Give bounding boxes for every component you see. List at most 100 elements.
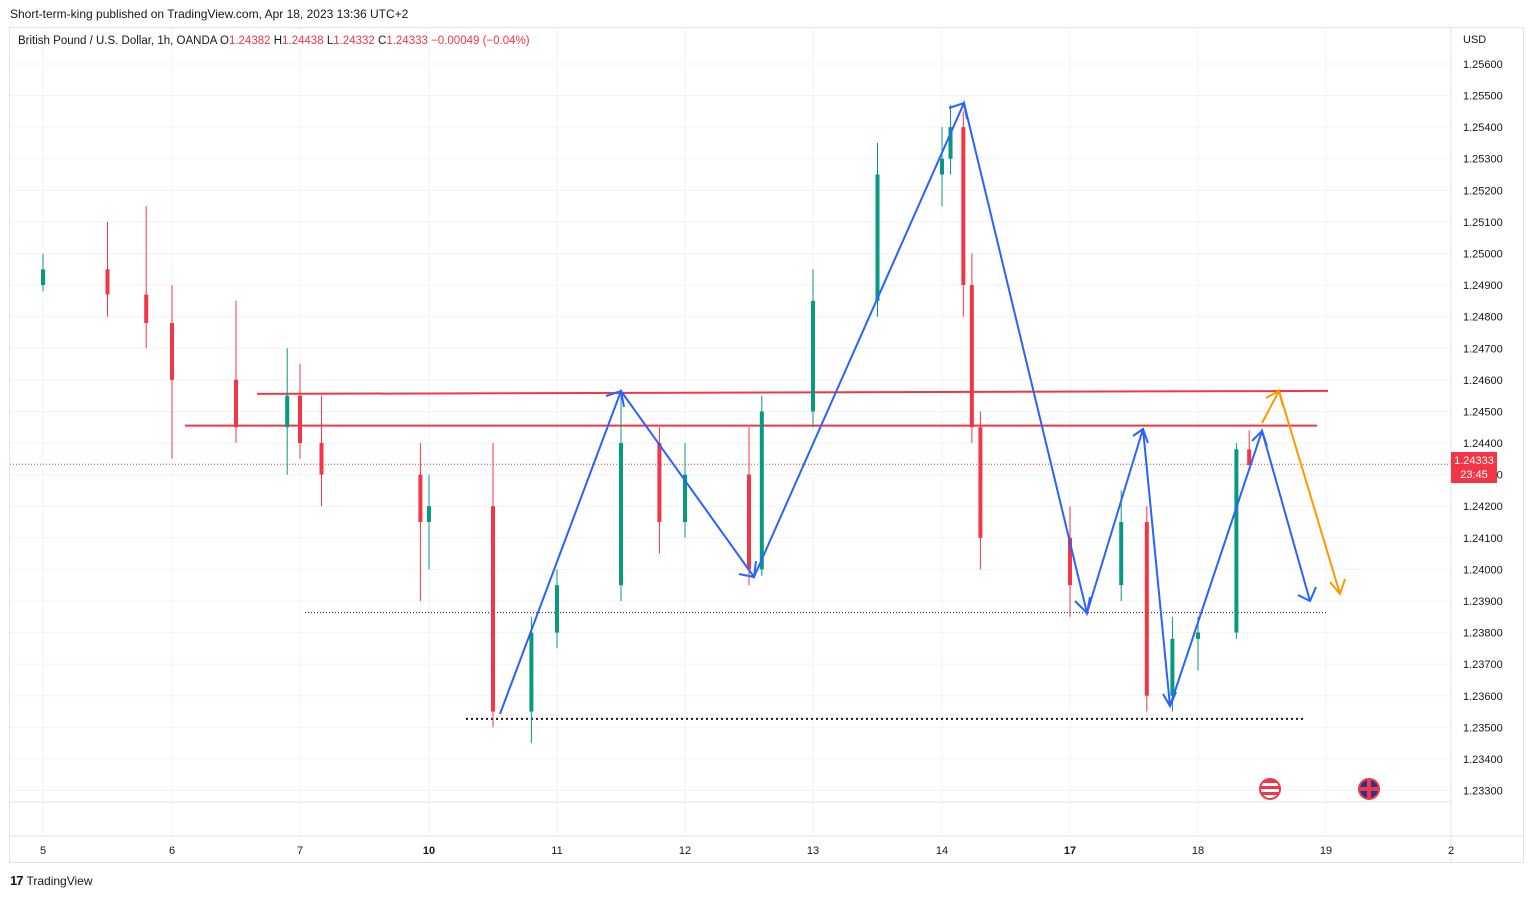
x-tick-label: 14 — [936, 845, 948, 857]
candle-body — [234, 379, 238, 428]
y-tick-label: 1.24000 — [1463, 564, 1503, 576]
y-tick-label: 1.23700 — [1463, 659, 1503, 671]
candle — [418, 443, 423, 601]
candle — [1247, 430, 1252, 466]
candle — [298, 364, 302, 459]
us-flag-icon[interactable] — [1259, 778, 1281, 800]
candle-body — [683, 474, 687, 523]
candle — [1068, 506, 1072, 617]
high-value: 1.24438 — [282, 35, 324, 47]
candle-body — [759, 411, 764, 570]
x-tick-label: 10 — [423, 845, 435, 857]
candle — [747, 427, 751, 586]
y-tick-label: 1.25200 — [1463, 185, 1503, 197]
chart-legend: British Pound / U.S. Dollar, 1h, OANDA O… — [18, 35, 530, 47]
high-label: H — [273, 35, 283, 47]
grid — [10, 28, 1451, 836]
resistance-line-upper — [256, 389, 1329, 395]
gb-flag-icon[interactable] — [1358, 778, 1380, 800]
y-tick-label: 1.24900 — [1463, 280, 1503, 292]
candle — [529, 616, 534, 744]
candle-body — [619, 443, 623, 586]
candle — [811, 269, 815, 428]
candle — [144, 206, 149, 349]
y-tick-label: 1.25300 — [1463, 154, 1503, 166]
x-tick-label: 5 — [40, 845, 46, 857]
y-tick-label: 1.24400 — [1463, 438, 1503, 450]
candle — [978, 411, 983, 570]
candle-body — [875, 174, 880, 301]
footer-brand: TradingView — [26, 873, 93, 888]
x-axis-ticks: 5 6 7 10 11 12 13 14 17 18 19 2 — [40, 845, 1454, 857]
y-tick-label: 1.25400 — [1463, 122, 1503, 134]
candle-body — [978, 427, 983, 538]
y-axis-ticks: 1.25600 1.25500 1.25400 1.25300 1.25200 1.251… — [1463, 59, 1503, 798]
y-tick-label: 1.23600 — [1463, 691, 1503, 703]
candle-body — [747, 474, 751, 570]
candle-body — [555, 585, 559, 633]
footer: 17 TradingView — [10, 873, 93, 888]
candle-body — [969, 285, 974, 428]
y-tick-label: 1.24700 — [1463, 343, 1503, 355]
x-tick-label: 19 — [1320, 845, 1332, 857]
chart-frame[interactable] — [9, 27, 1524, 863]
candle — [234, 300, 238, 444]
candle — [1119, 490, 1124, 601]
tradingview-logo-icon: 17 — [10, 873, 24, 888]
y-tick-label: 1.24600 — [1463, 375, 1503, 387]
candle — [105, 221, 110, 317]
candle-body — [41, 269, 45, 286]
x-tick-label: 2 — [1448, 845, 1454, 857]
y-tick-label: 1.24100 — [1463, 533, 1503, 545]
candle-body — [1068, 537, 1072, 586]
candle — [285, 348, 290, 475]
x-tick-label: 13 — [807, 845, 819, 857]
candle-body — [1247, 449, 1252, 466]
y-tick-label: 1.23900 — [1463, 596, 1503, 608]
candle-body — [285, 395, 290, 428]
close-value: 1.24333 — [386, 35, 428, 47]
candle — [319, 395, 324, 507]
x-tick-label: 6 — [169, 845, 175, 857]
open-label: O — [219, 35, 229, 47]
x-tick-label: 12 — [679, 845, 691, 857]
y-tick-label: 1.24500 — [1463, 406, 1503, 418]
candle — [1234, 443, 1239, 639]
candle — [170, 285, 174, 459]
candle-body — [418, 474, 423, 523]
symbol-label: British Pound / U.S. Dollar, 1h, OANDA — [18, 35, 217, 47]
candle-body — [1144, 522, 1149, 696]
currency-label[interactable]: USD — [1463, 34, 1487, 46]
candle-body — [1170, 638, 1175, 696]
change-value: −0.00049 (−0.04%) — [431, 35, 530, 47]
candle-body — [529, 632, 534, 712]
candle-body — [811, 300, 815, 412]
arrowheads — [605, 101, 1346, 709]
candle — [555, 569, 559, 649]
candle — [948, 105, 953, 175]
candle-body — [491, 506, 495, 712]
candle — [1196, 616, 1200, 671]
y-tick-label: 1.25500 — [1463, 91, 1503, 103]
y-tick-label: 1.23300 — [1463, 786, 1503, 798]
candle-body — [1196, 632, 1200, 639]
candle-body — [170, 322, 174, 380]
candle-body — [961, 127, 966, 286]
candle — [619, 395, 623, 601]
candle — [940, 127, 944, 207]
open-value: 1.24382 — [228, 35, 271, 47]
candle-body — [1234, 449, 1239, 633]
y-tick-label: 1.25100 — [1463, 217, 1503, 229]
candle — [759, 395, 764, 576]
y-tick-label: 1.23800 — [1463, 628, 1503, 640]
x-tick-label: 17 — [1064, 845, 1076, 857]
candles — [41, 105, 1252, 744]
pattern-drawings — [499, 99, 1346, 715]
level-lines — [10, 389, 1451, 720]
candle — [657, 427, 662, 554]
candle — [491, 443, 495, 728]
y-tick-label: 1.23400 — [1463, 754, 1503, 766]
candle-body — [319, 443, 324, 475]
close-label: C — [378, 35, 387, 47]
